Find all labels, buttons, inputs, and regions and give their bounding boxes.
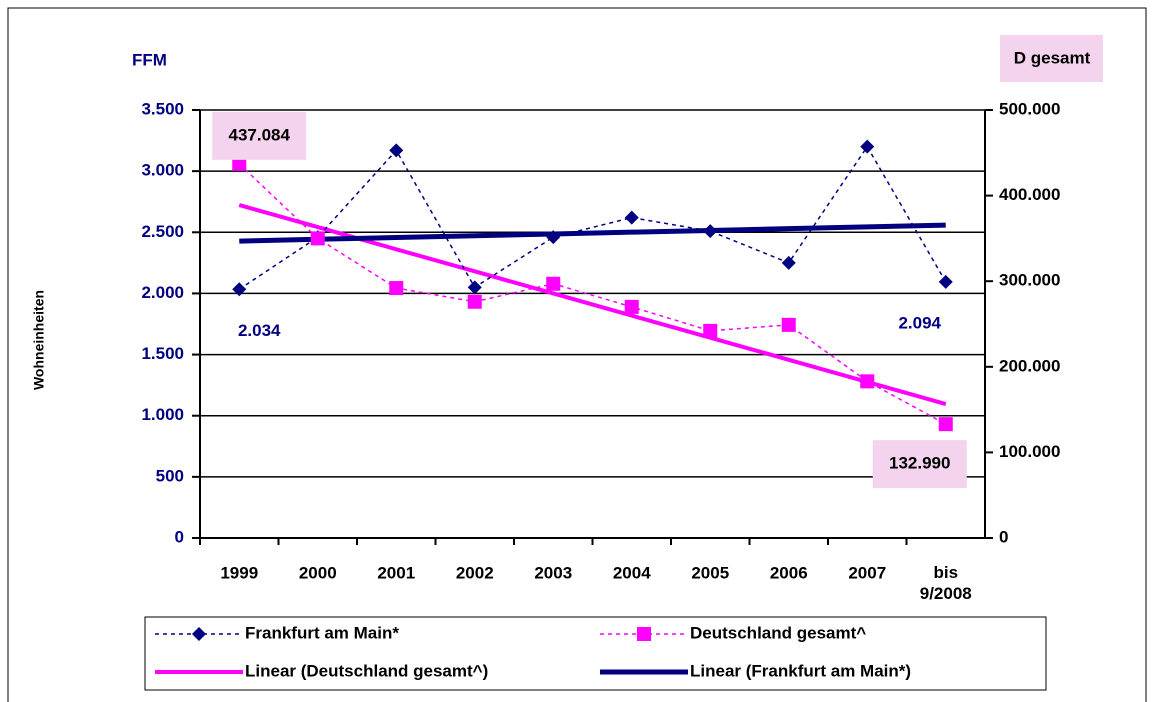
x-tick-label: 2000 <box>299 563 337 582</box>
y-tick-label: 2.000 <box>141 283 184 302</box>
point <box>467 294 482 309</box>
y-tick-label: 1.500 <box>141 344 184 363</box>
point <box>624 299 639 314</box>
y2-tick-label: 100.000 <box>999 442 1060 461</box>
y-axis-title: FFM <box>132 50 167 69</box>
value-label-box <box>872 440 967 489</box>
value-label-box <box>212 111 307 160</box>
point <box>860 374 875 389</box>
point <box>389 143 404 158</box>
x-tick-label: 2005 <box>691 563 729 582</box>
y-tick-label: 1.000 <box>141 405 184 424</box>
y-tick-label: 0 <box>175 527 184 546</box>
point <box>703 224 718 239</box>
y2-tick-label: 500.000 <box>999 99 1060 118</box>
point <box>389 281 404 296</box>
y2-tick-label: 400.000 <box>999 185 1060 204</box>
y-label: Wohneinheiten <box>31 290 47 390</box>
series-line <box>238 163 947 425</box>
series-line <box>238 145 947 290</box>
point <box>546 230 561 245</box>
x-tick-label: 2007 <box>848 563 886 582</box>
chart-frame <box>7 7 1147 702</box>
point <box>938 417 953 432</box>
value-label: 437.084 <box>229 125 291 144</box>
point <box>624 210 639 225</box>
y-tick-label: 3.500 <box>141 99 184 118</box>
point <box>310 231 325 246</box>
x-tick-label: 2006 <box>770 563 808 582</box>
point <box>938 274 953 289</box>
x-tick-label: 2004 <box>613 563 651 582</box>
point <box>546 276 561 291</box>
y2-tick-label: 200.000 <box>999 356 1060 375</box>
y2-title-box <box>1000 35 1103 82</box>
legend-label: Linear (Deutschland gesamt^) <box>245 661 488 680</box>
legend-marker <box>637 627 651 641</box>
point <box>232 282 247 297</box>
value-label: 2.094 <box>898 313 941 332</box>
x-tick-label: 2001 <box>377 563 415 582</box>
y-tick-label: 3.000 <box>141 161 184 180</box>
x-tick-label: bis 9/2008 <box>920 563 972 603</box>
trend-line <box>239 222 946 244</box>
legend-label: Frankfurt am Main* <box>245 623 399 642</box>
legend <box>144 616 1047 691</box>
point <box>860 139 875 154</box>
y-tick-label: 500 <box>156 466 184 485</box>
value-label: 2.034 <box>238 321 281 340</box>
point <box>467 280 482 295</box>
x-tick-label: 1999 <box>220 563 258 582</box>
value-label: 132.990 <box>889 454 950 473</box>
y2-tick-label: 300.000 <box>999 271 1060 290</box>
point <box>781 317 796 332</box>
legend-label: Linear (Frankfurt am Main*) <box>690 661 911 680</box>
y2-tick-label: 0 <box>999 527 1008 546</box>
x-tick-label: 2002 <box>456 563 494 582</box>
y-tick-label: 2.500 <box>141 222 184 241</box>
point <box>703 323 718 338</box>
legend-marker <box>192 627 206 641</box>
point <box>781 255 796 270</box>
legend-label: Deutschland gesamt^ <box>690 623 866 642</box>
y2-axis-title: D gesamt <box>1014 48 1091 67</box>
x-tick-label: 2003 <box>534 563 572 582</box>
point <box>232 156 247 171</box>
